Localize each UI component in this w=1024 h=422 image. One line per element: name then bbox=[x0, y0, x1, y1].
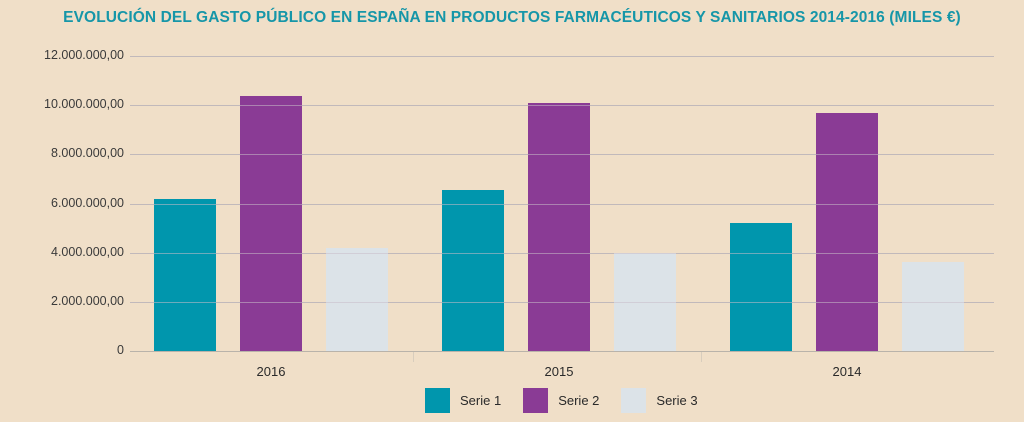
bar-serie2-2014 bbox=[816, 113, 878, 351]
bar-serie1-2014 bbox=[730, 222, 792, 351]
bar-serie1-2016 bbox=[154, 198, 216, 351]
chart-title: EVOLUCIÓN DEL GASTO PÚBLICO EN ESPAÑA EN… bbox=[63, 9, 961, 26]
legend-swatch bbox=[425, 388, 450, 413]
bar-serie3-2014 bbox=[902, 262, 964, 351]
y-tick-label: 6.000.000,00 bbox=[51, 196, 124, 210]
legend-swatch bbox=[523, 388, 549, 413]
y-tick-label: 0 bbox=[117, 343, 124, 357]
gridline-overlay bbox=[130, 105, 994, 106]
gridline-overlay bbox=[130, 56, 994, 57]
bar-serie3-2015 bbox=[614, 252, 676, 351]
gridline-overlay bbox=[130, 302, 994, 303]
bar-serie1-2015 bbox=[442, 190, 504, 351]
legend-label: Serie 1 bbox=[460, 393, 502, 408]
category-separator bbox=[701, 352, 702, 362]
legend-item: Serie 2 bbox=[523, 388, 599, 413]
legend-label: Serie 3 bbox=[656, 393, 698, 408]
y-tick-label: 10.000.000,00 bbox=[44, 97, 124, 111]
category-separator bbox=[413, 352, 414, 362]
legend-swatch bbox=[621, 388, 647, 413]
y-tick-label: 12.000.000,00 bbox=[44, 48, 124, 62]
bar-serie2-2015 bbox=[528, 102, 590, 351]
gridline bbox=[130, 351, 994, 352]
y-tick-label: 2.000.000,00 bbox=[51, 294, 124, 308]
legend-item: Serie 3 bbox=[621, 388, 698, 413]
y-tick-label: 4.000.000,00 bbox=[51, 245, 124, 259]
y-tick-label: 8.000.000,00 bbox=[51, 146, 124, 160]
bar-serie2-2016 bbox=[240, 96, 302, 351]
gridline-overlay bbox=[130, 154, 994, 155]
legend-label: Serie 2 bbox=[558, 393, 600, 408]
x-tick-label: 2014 bbox=[832, 364, 862, 379]
gridline-overlay bbox=[130, 253, 994, 254]
legend-item: Serie 1 bbox=[425, 388, 501, 413]
legend: Serie 1 Serie 2 Serie 3 bbox=[425, 388, 720, 413]
bar-serie3-2016 bbox=[326, 247, 388, 351]
x-tick-label: 2015 bbox=[544, 364, 574, 379]
gridline-overlay bbox=[130, 204, 994, 205]
x-tick-label: 2016 bbox=[256, 364, 286, 379]
